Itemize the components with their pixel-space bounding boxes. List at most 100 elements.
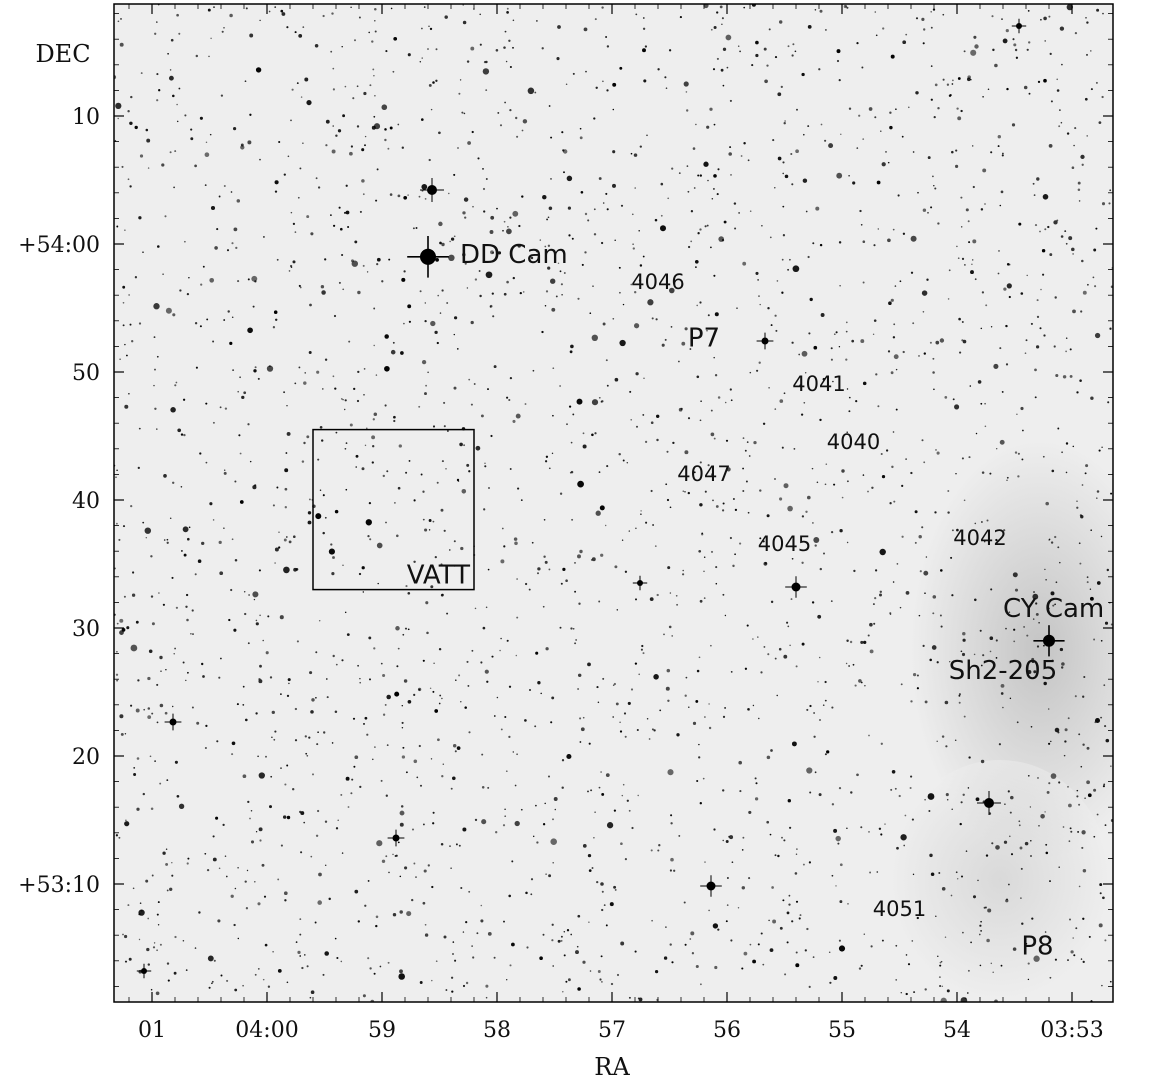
star — [874, 116, 877, 119]
star — [856, 773, 859, 777]
star — [290, 211, 293, 214]
star — [150, 555, 153, 558]
star — [1102, 785, 1105, 788]
star — [918, 534, 922, 539]
star — [781, 258, 784, 261]
star — [304, 77, 309, 82]
star — [508, 735, 511, 739]
star — [577, 480, 584, 488]
star — [725, 840, 729, 843]
star — [973, 35, 977, 39]
star — [922, 42, 925, 45]
star — [605, 192, 608, 195]
star — [846, 541, 849, 544]
star — [320, 285, 325, 289]
star — [1086, 21, 1089, 24]
star — [155, 991, 160, 996]
star — [1101, 446, 1103, 449]
star — [769, 236, 772, 239]
star — [465, 920, 468, 924]
star — [448, 254, 455, 262]
star — [1027, 670, 1032, 674]
star — [614, 888, 617, 891]
star — [999, 347, 1002, 350]
star — [115, 476, 117, 478]
star — [602, 677, 605, 680]
star — [657, 849, 660, 852]
star — [548, 467, 551, 470]
star — [364, 444, 367, 447]
star — [345, 776, 350, 781]
star — [841, 469, 845, 473]
star — [732, 497, 735, 501]
star — [902, 350, 905, 354]
star — [117, 20, 120, 23]
star — [1026, 634, 1029, 637]
star — [633, 323, 640, 329]
star — [236, 703, 239, 706]
star — [316, 743, 319, 746]
star — [830, 358, 833, 361]
star — [924, 592, 926, 594]
star — [182, 526, 189, 533]
star — [332, 556, 335, 559]
star — [974, 598, 977, 602]
star — [458, 674, 461, 677]
star — [862, 138, 865, 140]
star — [421, 118, 424, 121]
star — [560, 283, 563, 286]
star — [962, 931, 964, 934]
star — [146, 947, 150, 952]
star — [783, 483, 789, 489]
star — [341, 253, 344, 257]
star — [482, 626, 486, 630]
star — [223, 471, 227, 475]
star — [557, 25, 561, 29]
star — [737, 907, 740, 909]
star — [450, 787, 453, 790]
star — [748, 455, 751, 457]
star — [1065, 442, 1069, 445]
star — [603, 904, 606, 907]
star — [624, 735, 627, 738]
star — [450, 237, 455, 241]
star — [550, 136, 553, 139]
star — [620, 842, 623, 846]
star — [1078, 803, 1081, 806]
star — [900, 834, 907, 841]
star — [211, 982, 213, 985]
star — [554, 808, 557, 811]
star — [503, 920, 505, 923]
star — [1071, 247, 1075, 252]
star — [434, 555, 437, 559]
star — [940, 960, 943, 963]
star — [999, 204, 1002, 207]
star — [359, 677, 361, 680]
star — [504, 715, 507, 719]
star — [665, 926, 667, 928]
star — [1006, 283, 1012, 289]
star — [782, 161, 785, 164]
star — [506, 639, 509, 642]
star — [824, 483, 827, 486]
star — [142, 792, 145, 796]
star — [1072, 937, 1074, 939]
star — [243, 591, 246, 593]
star — [503, 292, 507, 296]
star — [234, 988, 238, 992]
star — [987, 908, 992, 913]
star — [873, 622, 876, 625]
star — [921, 439, 924, 442]
star — [552, 965, 555, 967]
star — [480, 919, 484, 923]
star — [387, 961, 390, 964]
star — [1054, 727, 1060, 733]
star — [749, 210, 752, 212]
star — [159, 655, 163, 660]
star — [594, 432, 597, 435]
star — [893, 500, 896, 503]
star — [801, 350, 808, 357]
star — [257, 902, 261, 906]
star — [952, 398, 955, 401]
star — [730, 399, 733, 402]
